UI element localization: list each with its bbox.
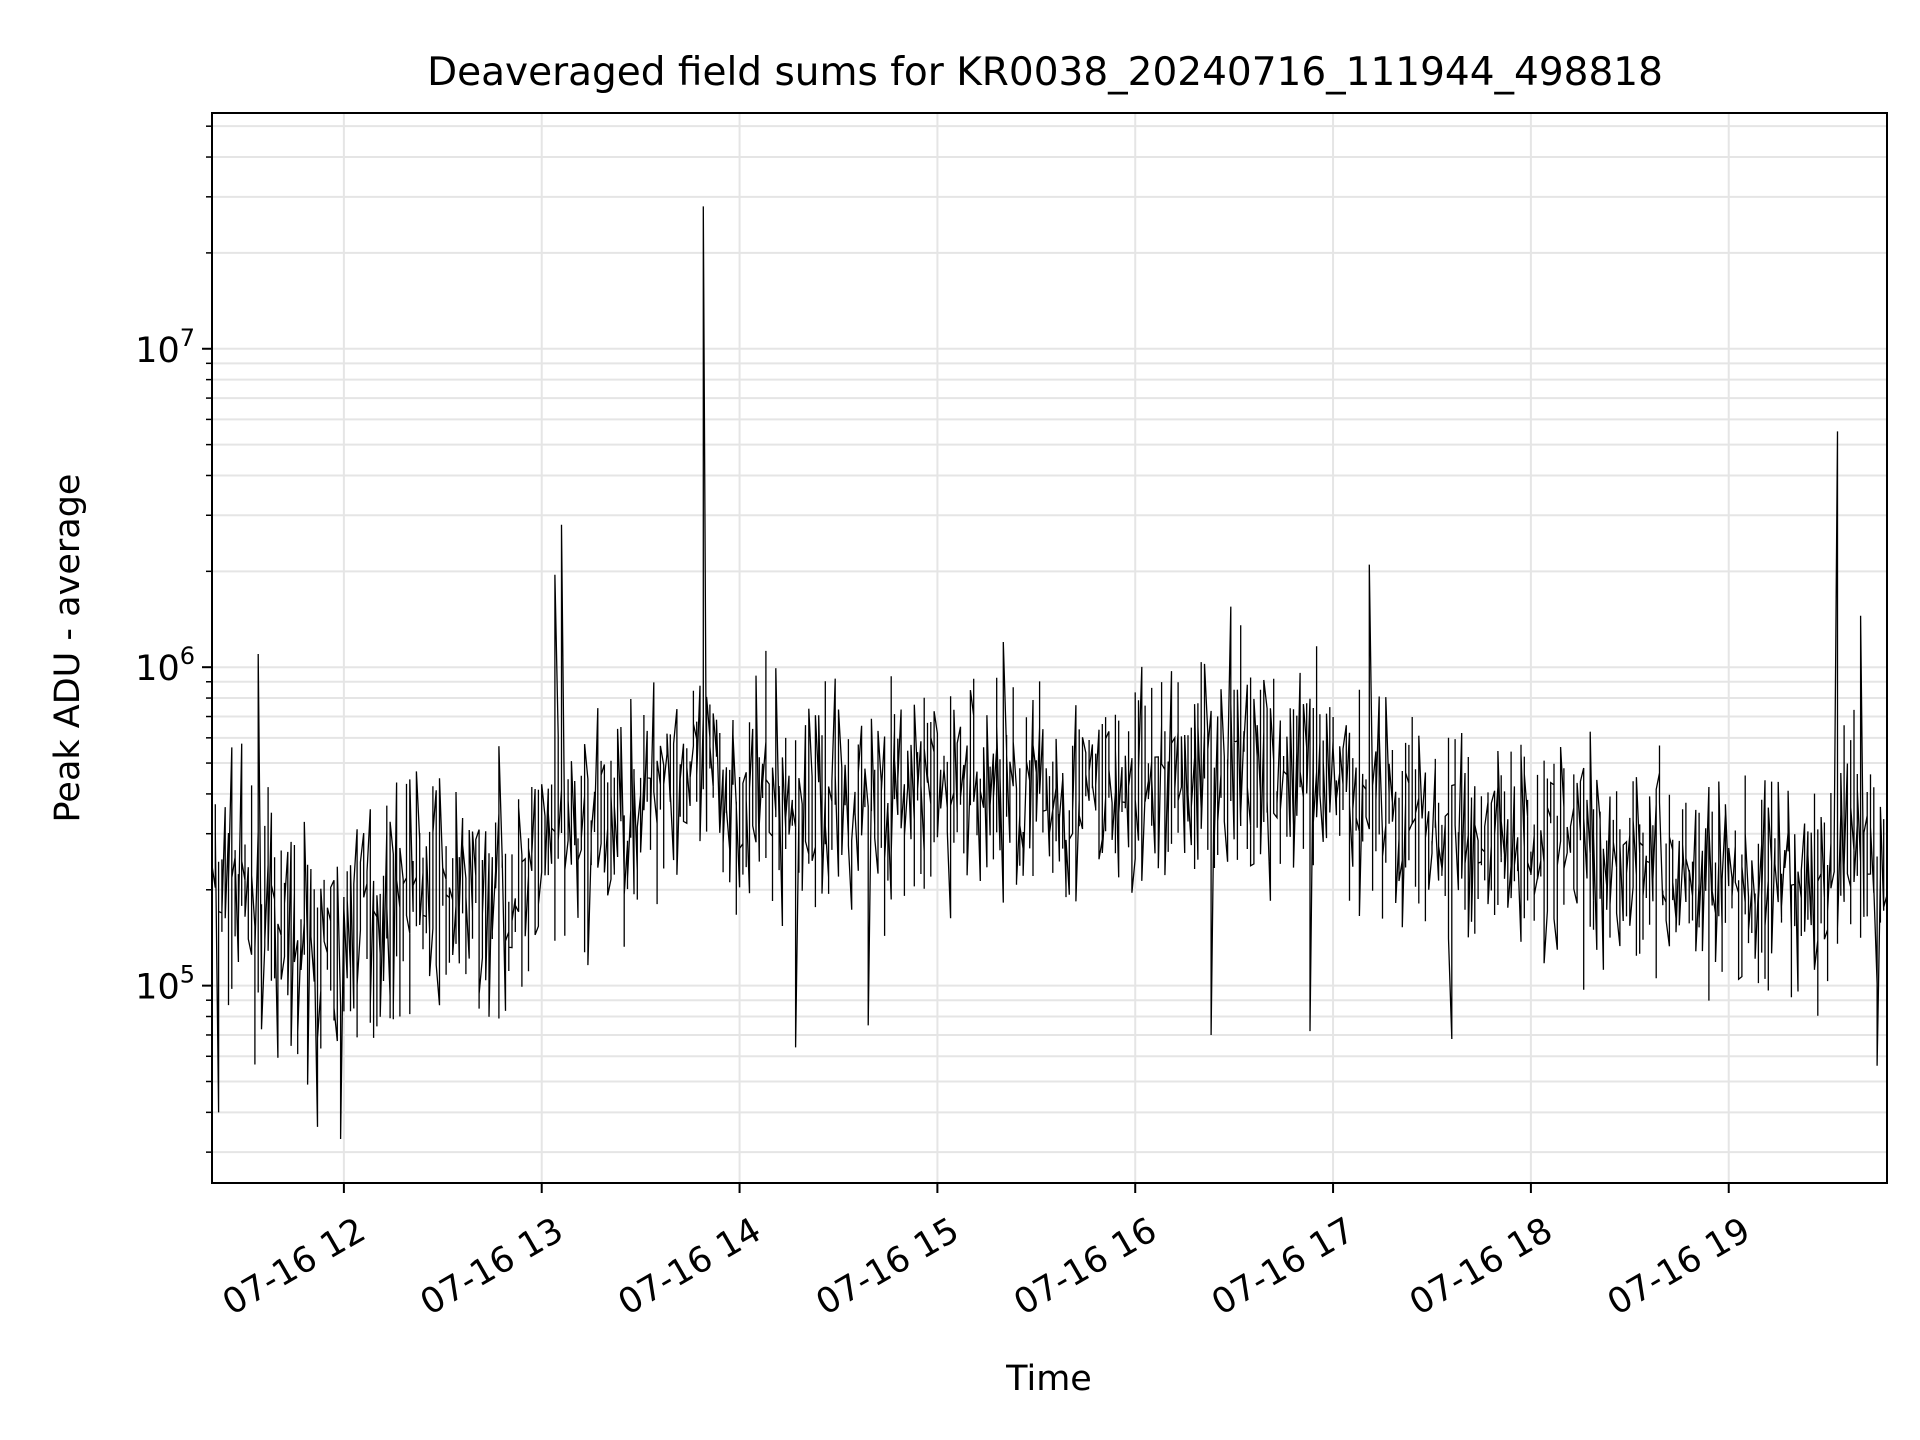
series-line xyxy=(211,206,1888,1140)
y-tick-label: 107 xyxy=(135,324,195,371)
chart-title: Deaveraged field sums for KR0038_2024071… xyxy=(427,50,1663,95)
y-tick-label: 105 xyxy=(135,961,195,1008)
x-axis-label: Time xyxy=(1005,1359,1092,1399)
plot-frame xyxy=(211,112,1888,1184)
series-line-path xyxy=(211,206,1888,1140)
y-axis-label: Peak ADU - average xyxy=(48,474,88,823)
y-axis: 105 106 107 xyxy=(135,125,212,1153)
y-tick-label: 106 xyxy=(135,642,195,689)
